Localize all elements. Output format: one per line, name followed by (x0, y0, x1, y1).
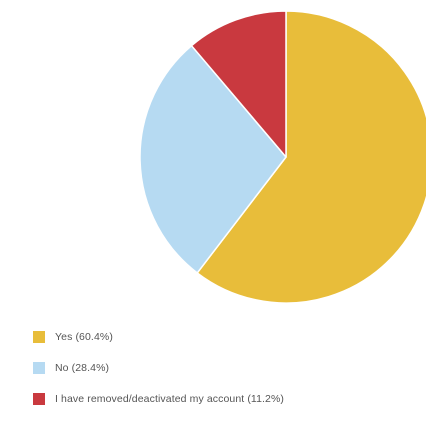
legend: Yes (60.4%) No (28.4%) I have removed/de… (33, 330, 423, 423)
legend-swatch-removed (33, 393, 45, 405)
legend-label-removed: I have removed/deactivated my account (1… (55, 393, 285, 405)
legend-item-removed: I have removed/deactivated my account (1… (33, 392, 423, 406)
pie-slice-removed (190, 10, 287, 158)
legend-swatch-no (33, 362, 45, 374)
legend-label-no: No (28.4%) (55, 362, 110, 374)
pie-slice-yes (196, 10, 426, 304)
legend-item-yes: Yes (60.4%) (33, 330, 423, 344)
legend-label-yes: Yes (60.4%) (55, 331, 113, 343)
legend-item-no: No (28.4%) (33, 361, 423, 375)
pie-slice-no (139, 44, 287, 274)
legend-swatch-yes (33, 331, 45, 343)
